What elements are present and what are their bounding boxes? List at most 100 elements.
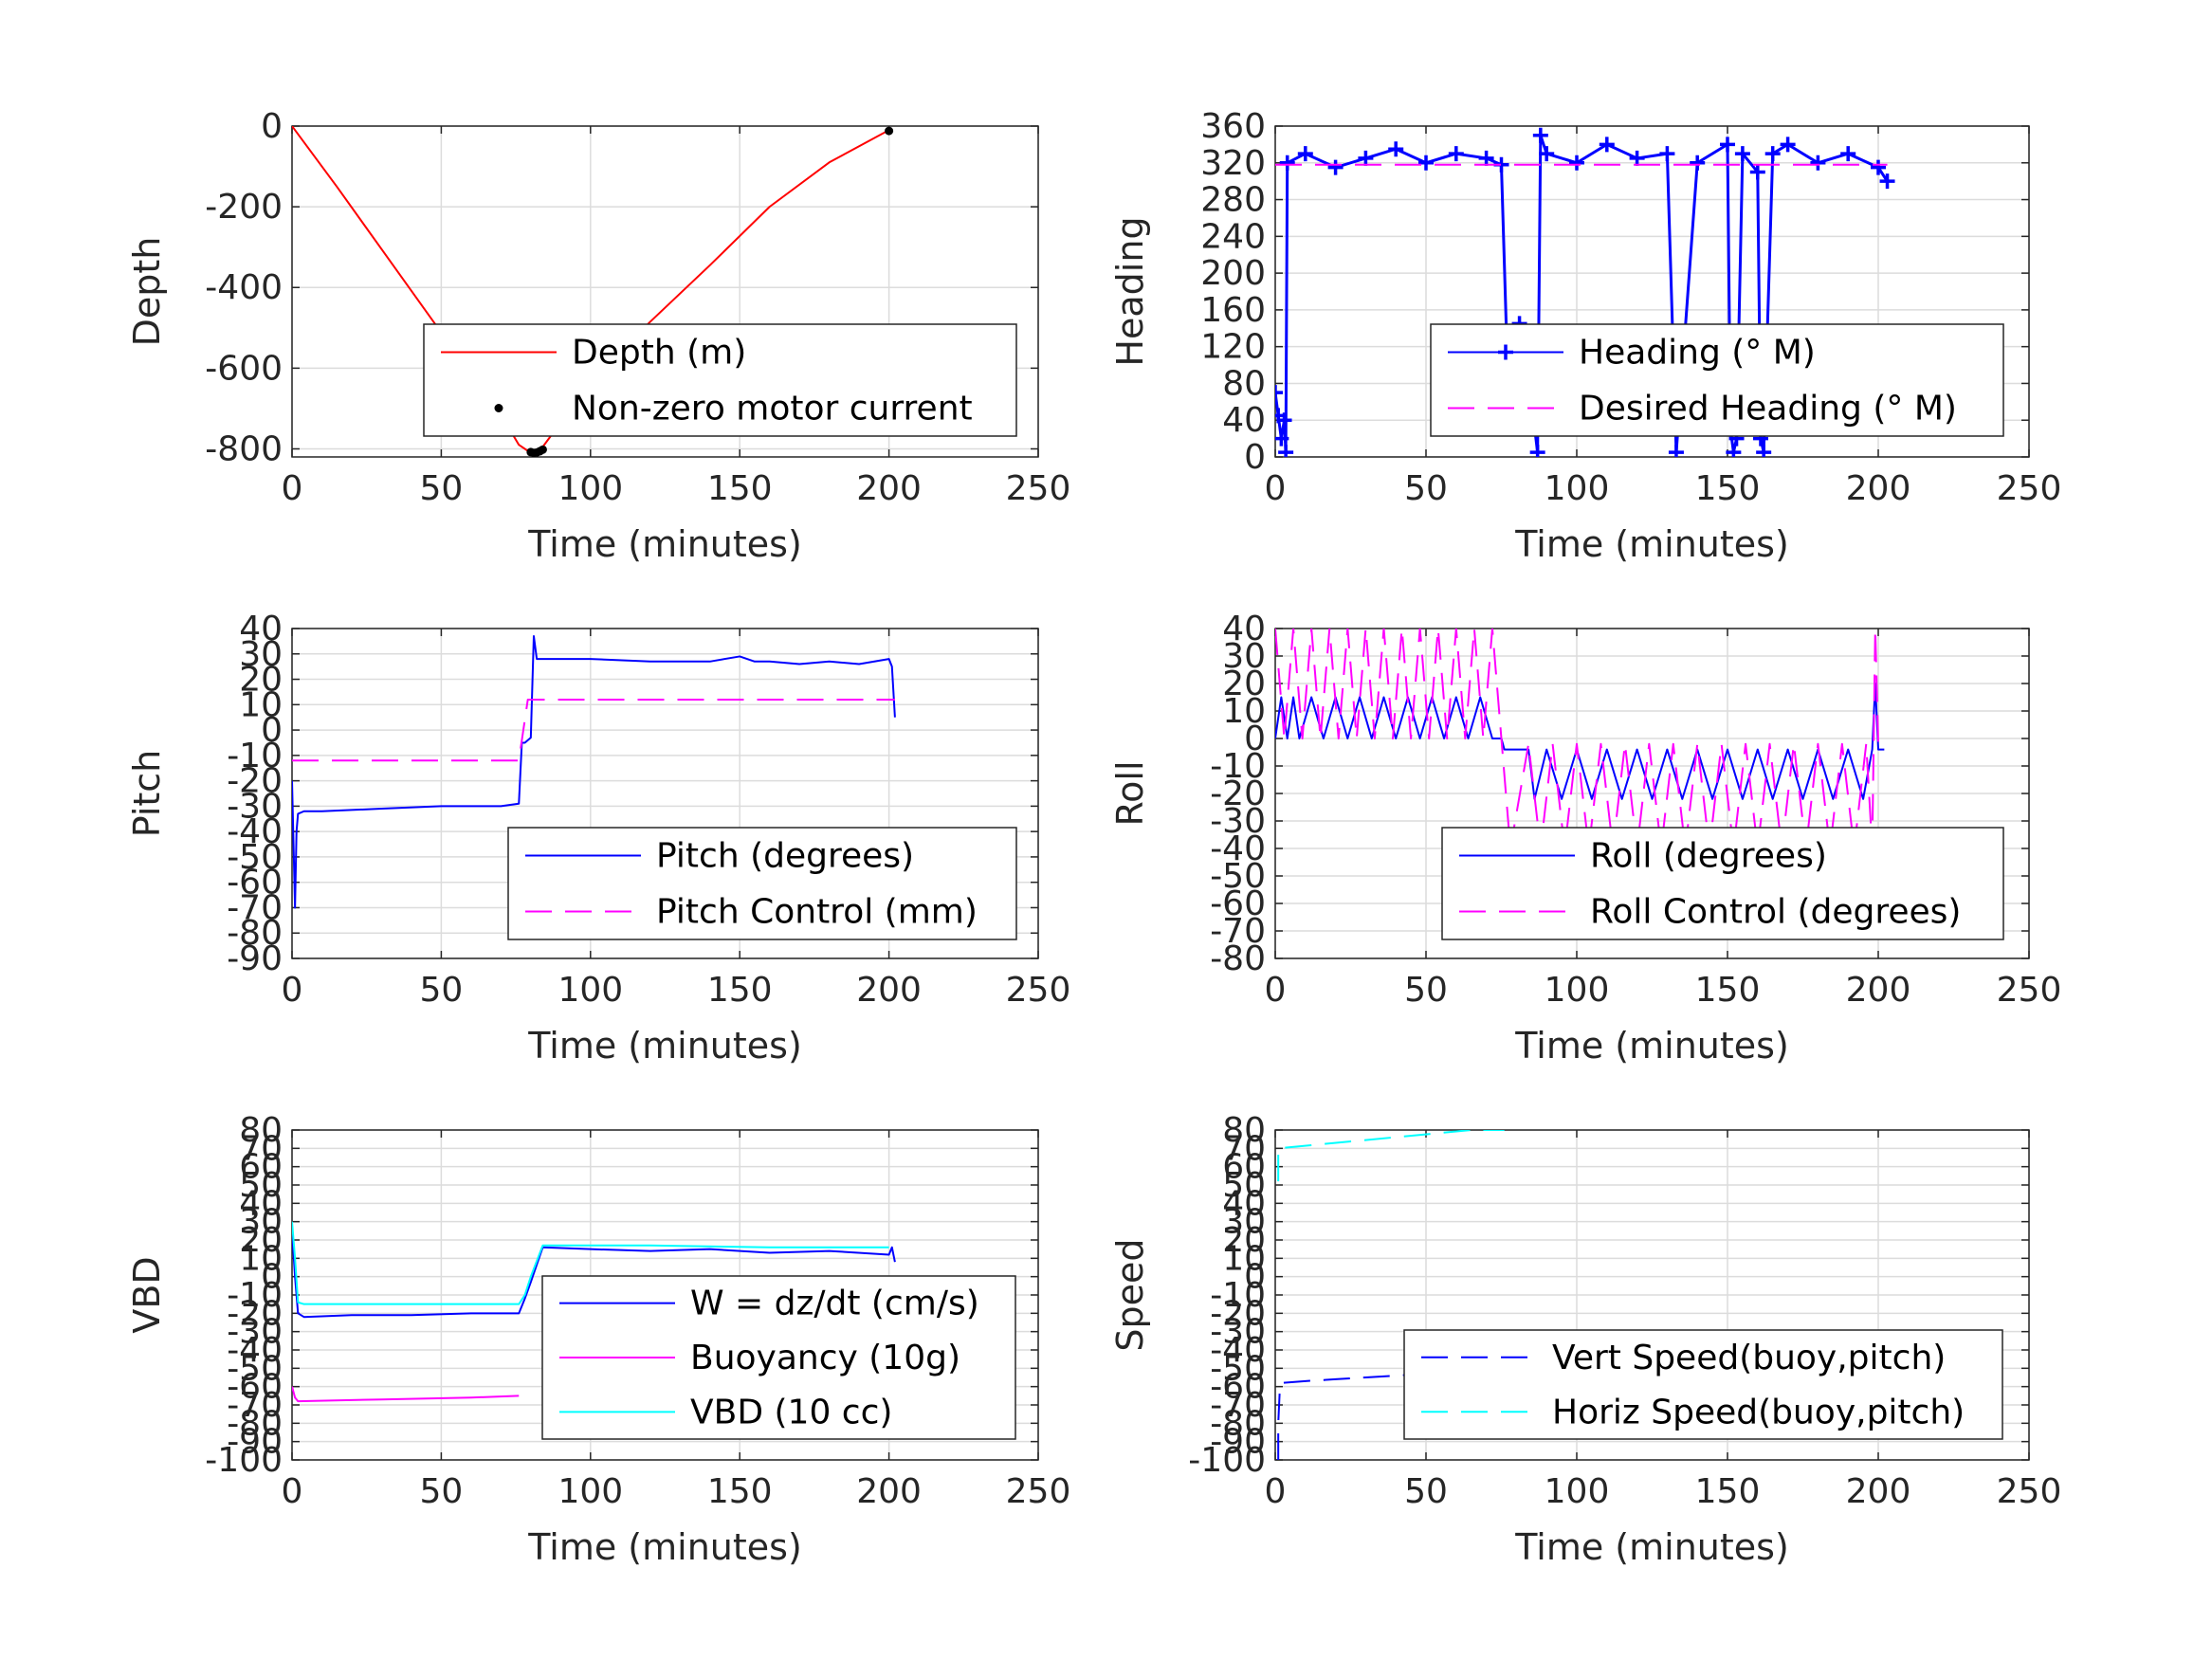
speed-y-tick-label: -70	[1210, 1386, 1266, 1425]
vbd-x-tick-label: 250	[1006, 1472, 1071, 1511]
speed-y-tick-label: 60	[1222, 1148, 1266, 1187]
heading-x-tick-label: 150	[1695, 469, 1761, 508]
speed-x-tick-label: 50	[1404, 1472, 1448, 1511]
heading-marker	[1756, 445, 1772, 457]
depth-x-axis-label: Time (minutes)	[527, 523, 802, 565]
heading-marker	[1668, 445, 1684, 457]
pitch-series-0	[292, 635, 896, 909]
depth-y-tick-label: -400	[205, 268, 283, 307]
panel-heading: 0 50 100 150 200 2500408012016020024028032036…	[1109, 107, 2061, 565]
speed-y-tick-label: -30	[1210, 1313, 1266, 1352]
heading-marker	[1279, 155, 1295, 171]
vbd-y-tick-label: 70	[239, 1129, 283, 1168]
speed-y-tick-label: -60	[1210, 1368, 1266, 1407]
vbd-y-tick-label: 30	[239, 1203, 283, 1242]
speed-y-axis-label: Speed	[1109, 1238, 1151, 1351]
depth-x-tick-label: 250	[1006, 469, 1071, 508]
heading-marker	[1749, 164, 1765, 180]
roll-y-tick-label: 10	[1222, 692, 1266, 731]
panel-vbd: 0 50 100 150 200 250-100-90-80-70-60-50-40-30…	[126, 1111, 1070, 1568]
pitch-y-tick-label: -30	[227, 787, 283, 826]
roll-legend-label: Roll (degrees)	[1590, 837, 1827, 876]
vbd-x-tick-label: 50	[419, 1472, 463, 1511]
roll-y-tick-label: 0	[1244, 720, 1266, 758]
heading-y-tick-label: 120	[1200, 328, 1266, 367]
speed-y-tick-label: -10	[1210, 1276, 1266, 1315]
depth-x-tick-label: 0	[282, 469, 303, 508]
pitch-y-tick-label: -10	[227, 737, 283, 775]
speed-x-tick-label: 100	[1545, 1472, 1610, 1511]
pitch-y-tick-label: 30	[239, 635, 283, 674]
pitch-x-tick-label: 50	[419, 971, 463, 1010]
heading-marker	[1599, 137, 1615, 153]
vbd-y-tick-label: -100	[205, 1441, 283, 1480]
depth-x-tick-label: 100	[558, 469, 623, 508]
roll-series-0	[1275, 683, 1885, 800]
heading-marker	[1418, 155, 1434, 171]
roll-x-tick-label: 50	[1404, 971, 1448, 1010]
depth-series-1	[526, 126, 894, 457]
pitch-legend-label: Pitch (degrees)	[656, 837, 914, 876]
pitch-y-tick-label: 40	[239, 610, 283, 648]
depth-legend-swatch	[494, 404, 503, 412]
vbd-y-tick-label: -90	[227, 1423, 283, 1462]
depth-y-axis-label: Depth	[126, 237, 168, 347]
heading-y-tick-label: 320	[1200, 144, 1266, 183]
roll-y-tick-label: 40	[1222, 610, 1266, 648]
vbd-x-tick-label: 200	[856, 1472, 922, 1511]
pitch-x-tick-label: 0	[282, 971, 303, 1010]
roll-y-tick-label: 30	[1222, 637, 1266, 676]
speed-x-tick-label: 200	[1846, 1472, 1911, 1511]
heading-marker	[1879, 173, 1895, 190]
heading-y-tick-label: 40	[1222, 401, 1266, 440]
heading-marker	[1629, 150, 1645, 166]
heading-marker	[1726, 445, 1742, 457]
heading-x-tick-label: 200	[1846, 469, 1911, 508]
heading-marker	[1275, 430, 1289, 447]
vbd-x-tick-label: 0	[282, 1472, 303, 1511]
depth-y-tick-label: -600	[205, 349, 283, 388]
panel-roll: 0 50 100 150 200 250-80-70-60-50-40-30-20-100…	[1109, 610, 2061, 1066]
speed-y-tick-label: 40	[1222, 1184, 1266, 1223]
heading-marker	[1532, 127, 1548, 143]
heading-marker	[1764, 146, 1781, 162]
speed-legend-label: Vert Speed(buoy,pitch)	[1552, 1339, 1946, 1377]
heading-x-tick-label: 50	[1404, 469, 1448, 508]
depth-point	[538, 445, 547, 454]
heading-marker	[1448, 146, 1464, 162]
speed-y-tick-label: -40	[1210, 1331, 1266, 1370]
roll-y-tick-label: -40	[1210, 830, 1266, 868]
heading-series-0-markers	[1275, 127, 1895, 457]
speed-y-tick-label: -20	[1210, 1294, 1266, 1333]
roll-y-tick-label: -20	[1210, 775, 1266, 813]
pitch-series-1	[292, 698, 895, 762]
heading-y-tick-label: 360	[1200, 107, 1266, 146]
speed-y-tick-label: 0	[1244, 1258, 1266, 1297]
roll-y-tick-label: -60	[1210, 884, 1266, 923]
vbd-y-tick-label: 10	[239, 1239, 283, 1278]
depth-point	[885, 126, 894, 136]
speed-y-tick-label: 50	[1222, 1166, 1266, 1205]
heading-marker	[1659, 146, 1675, 162]
pitch-y-tick-label: -70	[227, 888, 283, 927]
pitch-x-tick-label: 100	[558, 971, 623, 1010]
heading-x-tick-label: 0	[1265, 469, 1287, 508]
pitch-y-tick-label: -20	[227, 762, 283, 801]
roll-y-tick-label: 20	[1222, 665, 1266, 703]
speed-x-tick-label: 250	[1997, 1472, 2062, 1511]
roll-x-tick-label: 200	[1846, 971, 1911, 1010]
panel-pitch: 0 50 100 150 200 250-90-80-70-60-50-40-30-20-…	[126, 610, 1070, 1066]
speed-y-tick-label: 10	[1222, 1239, 1266, 1278]
speed-x-tick-label: 0	[1265, 1472, 1287, 1511]
vbd-legend: W = dz/dt (cm/s) Buoyancy (10g) VBD (10 cc…	[541, 1275, 1016, 1440]
pitch-y-tick-label: -50	[227, 838, 283, 877]
vbd-series-2	[292, 1221, 889, 1305]
heading-marker	[1529, 445, 1545, 457]
pitch-y-tick-label: -90	[227, 939, 283, 978]
heading-marker	[1275, 385, 1283, 401]
speed-legend-label: Horiz Speed(buoy,pitch)	[1552, 1393, 1965, 1431]
heading-y-axis-label: Heading	[1109, 216, 1151, 366]
heading-marker	[1358, 150, 1374, 166]
roll-legend: Roll (degrees) Roll Control (degrees)	[1441, 827, 2004, 940]
heading-marker	[1569, 155, 1584, 171]
